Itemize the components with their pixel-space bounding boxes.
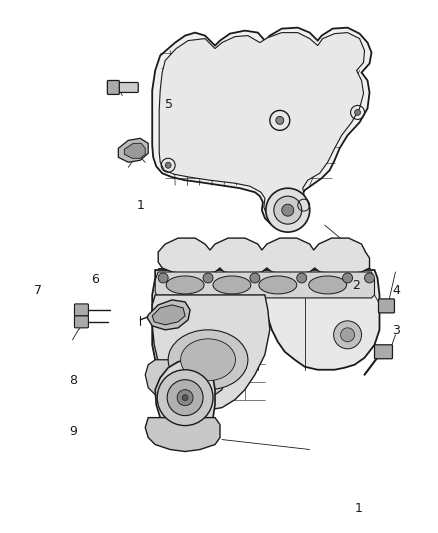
Text: 8: 8	[69, 374, 77, 387]
Ellipse shape	[334, 321, 361, 349]
Ellipse shape	[180, 339, 236, 381]
Circle shape	[250, 273, 260, 283]
Polygon shape	[152, 295, 270, 410]
Ellipse shape	[168, 330, 248, 390]
Circle shape	[355, 109, 360, 116]
Circle shape	[182, 394, 188, 401]
FancyBboxPatch shape	[378, 299, 395, 313]
Circle shape	[364, 273, 374, 283]
FancyBboxPatch shape	[107, 80, 119, 94]
Ellipse shape	[213, 276, 251, 294]
Ellipse shape	[309, 276, 346, 294]
FancyBboxPatch shape	[74, 316, 88, 328]
Text: 5: 5	[165, 98, 173, 111]
Circle shape	[165, 162, 171, 168]
Circle shape	[266, 188, 310, 232]
Text: 1: 1	[137, 199, 145, 212]
Ellipse shape	[166, 276, 204, 294]
FancyBboxPatch shape	[114, 83, 138, 92]
Circle shape	[282, 204, 294, 216]
Polygon shape	[159, 33, 364, 222]
Circle shape	[276, 116, 284, 124]
Polygon shape	[155, 360, 215, 438]
Ellipse shape	[259, 276, 297, 294]
Polygon shape	[152, 270, 379, 372]
Polygon shape	[118, 139, 148, 162]
FancyBboxPatch shape	[374, 345, 392, 359]
Circle shape	[203, 273, 213, 283]
Circle shape	[167, 379, 203, 416]
Circle shape	[157, 370, 213, 425]
Circle shape	[158, 273, 168, 283]
Circle shape	[297, 273, 307, 283]
Polygon shape	[158, 238, 370, 274]
Polygon shape	[152, 305, 185, 325]
Text: 3: 3	[392, 324, 400, 337]
Polygon shape	[155, 272, 374, 298]
Ellipse shape	[341, 328, 355, 342]
Circle shape	[274, 196, 302, 224]
Text: 2: 2	[353, 279, 360, 292]
Polygon shape	[147, 300, 190, 330]
Polygon shape	[145, 360, 225, 394]
Text: 6: 6	[91, 273, 99, 286]
Text: 9: 9	[69, 425, 77, 438]
Polygon shape	[124, 143, 145, 158]
Polygon shape	[145, 417, 220, 451]
Circle shape	[343, 273, 353, 283]
Circle shape	[177, 390, 193, 406]
Text: 1: 1	[355, 502, 363, 515]
Text: 4: 4	[392, 284, 400, 297]
Polygon shape	[152, 28, 371, 228]
FancyBboxPatch shape	[74, 304, 88, 316]
Text: 7: 7	[34, 284, 42, 297]
